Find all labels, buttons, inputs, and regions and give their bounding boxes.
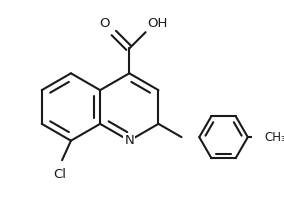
Text: CH₃: CH₃: [265, 131, 284, 144]
Text: OH: OH: [147, 17, 168, 30]
Text: Cl: Cl: [53, 168, 66, 181]
Text: N: N: [124, 134, 134, 147]
Text: O: O: [99, 17, 109, 30]
